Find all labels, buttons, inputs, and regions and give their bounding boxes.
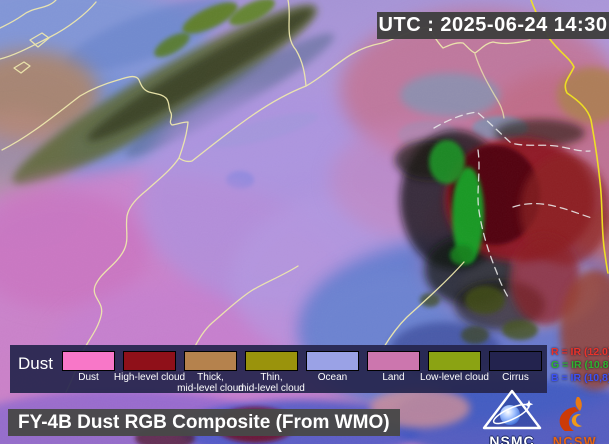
- nsmc-triangle-icon: [482, 389, 542, 430]
- red-channel-label: R = IR (12.0): [551, 346, 609, 358]
- dust-swatch: [62, 351, 115, 371]
- legend-label: High-level cloud: [113, 372, 186, 383]
- legend-label: Dust: [78, 372, 99, 383]
- timestamp-box: UTC : 2025-06-24 14:30: [377, 12, 609, 39]
- thin-mid-level-cloud-swatch: [245, 351, 298, 371]
- nsmc-logo: NSMC: [479, 388, 545, 444]
- low-level-cloud-swatch: [428, 351, 481, 371]
- ncsw-label: NCSW: [552, 435, 598, 444]
- legend-label: Thick,: [197, 372, 224, 383]
- legend-item-low-level-cloud: Low-level cloud: [420, 351, 489, 383]
- legend-label: Cirrus: [502, 372, 529, 383]
- ncsw-logo: NCSW: [547, 397, 603, 444]
- legend-item-thin-mid-level-cloud: Thin, mid-level cloud: [238, 351, 305, 393]
- nsmc-label: NSMC: [489, 433, 535, 444]
- legend-item-high-level-cloud: High-level cloud: [114, 351, 185, 383]
- legend-title: Dust: [18, 354, 53, 373]
- blue-channel-label: B = IR (10,8): [551, 372, 609, 384]
- legend-item-cirrus: Cirrus: [489, 351, 542, 383]
- land-swatch: [367, 351, 420, 371]
- legend-bar: Dust Dust High-level cloud Thick, mid-lev…: [10, 345, 547, 393]
- green-channel-label: G = IR (10.8): [551, 359, 609, 371]
- ocean-swatch: [306, 351, 359, 371]
- legend-item-ocean: Ocean: [306, 351, 359, 383]
- timestamp-text: UTC : 2025-06-24 14:30: [378, 14, 608, 36]
- legend-label: Thin,: [260, 372, 283, 383]
- cirrus-swatch: [489, 351, 542, 371]
- legend-label: Ocean: [317, 372, 348, 383]
- legend-item-land: Land: [367, 351, 420, 383]
- thick-mid-level-cloud-swatch: [184, 351, 237, 371]
- high-level-cloud-swatch: [123, 351, 176, 371]
- product-title-bar: FY-4B Dust RGB Composite (From WMO): [8, 409, 400, 436]
- rgb-channel-recipe: R = IR (12.0) G = IR (10.8) B = IR (10,8…: [551, 346, 609, 385]
- legend-item-dust: Dust: [62, 351, 115, 383]
- ncsw-flame-icon: [559, 397, 582, 435]
- legend-item-thick-mid-level-cloud: Thick, mid-level cloud: [177, 351, 244, 393]
- product-title: FY-4B Dust RGB Composite (From WMO): [18, 412, 390, 433]
- legend-label: Low-level cloud: [420, 372, 489, 383]
- legend-label: Land: [382, 372, 405, 383]
